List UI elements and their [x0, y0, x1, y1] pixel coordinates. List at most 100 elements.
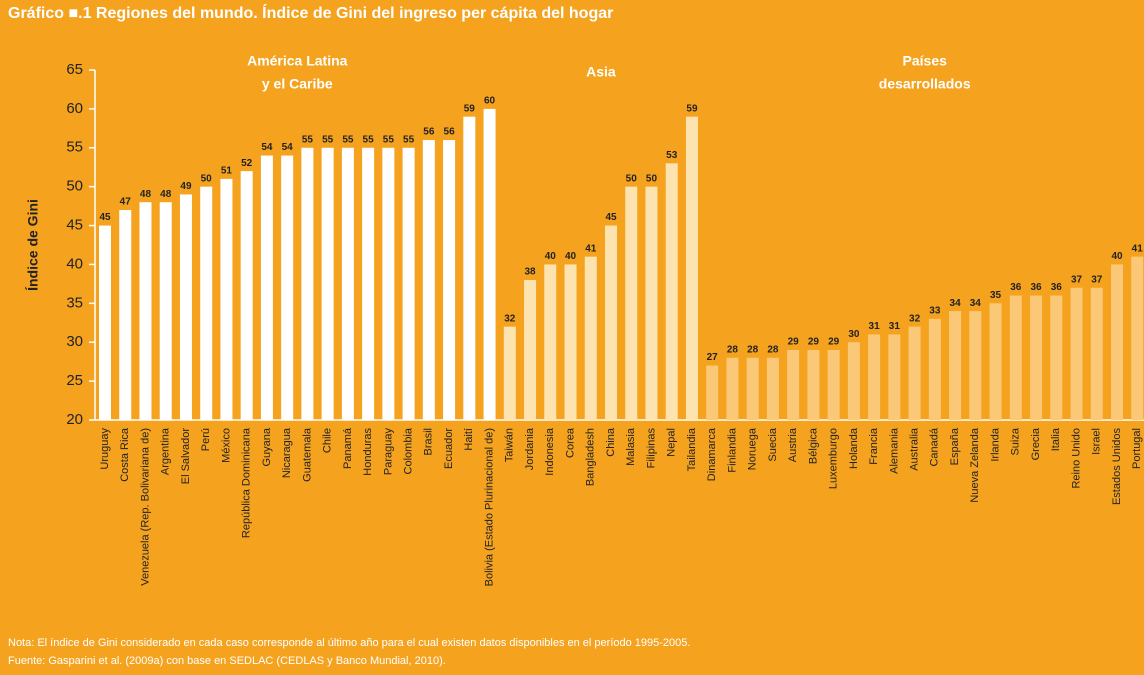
value-label: 55	[342, 134, 354, 145]
bar	[524, 280, 537, 420]
value-label: 53	[666, 150, 678, 161]
value-label: 36	[1051, 282, 1063, 293]
x-tick-label: Haití	[463, 428, 475, 451]
value-label: 55	[383, 134, 395, 145]
x-tick-label: Tailandia	[686, 427, 698, 471]
bar	[341, 147, 354, 420]
x-tick-label: Austria	[787, 427, 799, 462]
value-label: 54	[261, 142, 273, 153]
bar	[463, 116, 476, 421]
legend-label: desarrollados	[879, 76, 971, 92]
value-label: 50	[201, 173, 213, 184]
x-tick-label: Portugal	[1131, 428, 1143, 469]
value-label: 45	[605, 212, 617, 223]
y-tick-label: 65	[66, 61, 83, 78]
bar	[301, 147, 314, 420]
bar	[382, 147, 395, 420]
x-tick-label: Alemania	[888, 427, 900, 474]
value-label: 31	[889, 321, 901, 332]
bar	[665, 163, 678, 421]
x-tick-label: Estados Unidos	[1111, 428, 1123, 506]
bar	[746, 357, 759, 420]
value-label: 29	[788, 337, 800, 348]
x-tick-label: Guatemala	[301, 427, 313, 482]
bar	[605, 225, 617, 420]
x-tick-label: Bangladesh	[585, 428, 597, 486]
value-label: 31	[869, 321, 881, 332]
x-tick-label: Israel	[1091, 428, 1103, 455]
y-tick-label: 35	[66, 294, 83, 311]
source: Fuente: Gasparini et al. (2009a) con bas…	[8, 655, 446, 667]
x-tick-label: El Salvador	[180, 428, 192, 485]
value-label: 55	[403, 134, 415, 145]
value-label: 56	[444, 127, 456, 138]
bar	[99, 225, 111, 420]
x-tick-label: Francia	[868, 427, 880, 465]
bar	[1030, 295, 1043, 420]
chart-title: Gráfico ■.1 Regiones del mundo. Índice d…	[8, 3, 613, 22]
x-tick-label: Costa Rica	[119, 427, 131, 482]
x-tick-label: Finlandia	[726, 427, 738, 473]
bar	[200, 186, 213, 420]
x-tick-label: México	[220, 428, 232, 463]
value-label: 47	[120, 197, 132, 208]
x-tick-label: Paraguay	[382, 428, 394, 476]
value-label: 28	[747, 344, 759, 355]
value-label: 49	[180, 181, 192, 192]
x-tick-label: Ecuador	[443, 428, 455, 469]
x-tick-label: Perú	[200, 428, 212, 451]
bar	[726, 357, 739, 420]
bar	[402, 147, 415, 420]
value-label: 55	[302, 134, 314, 145]
value-label: 33	[929, 306, 941, 317]
x-tick-label: Irlanda	[989, 427, 1001, 462]
y-tick-label: 40	[66, 255, 83, 272]
x-tick-label: Bolivia (Estado Plurinacional de)	[483, 428, 495, 586]
y-tick-label: 45	[66, 217, 83, 234]
x-tick-label: Holanda	[848, 427, 860, 469]
value-label: 40	[1111, 251, 1123, 262]
x-tick-label: Nueva Zelanda	[969, 427, 981, 502]
x-tick-label: Jordania	[524, 427, 536, 470]
value-label: 28	[767, 344, 779, 355]
value-label: 55	[363, 134, 375, 145]
bar	[443, 140, 456, 420]
bar	[625, 186, 638, 420]
bar	[868, 334, 881, 420]
y-tick-label: 30	[66, 333, 83, 350]
x-tick-label: Corea	[564, 427, 576, 458]
y-tick-label: 60	[66, 100, 83, 117]
x-tick-label: Bélgica	[807, 427, 819, 464]
bar	[1070, 287, 1083, 420]
bar	[483, 108, 496, 420]
x-tick-label: Reino Unido	[1070, 428, 1082, 489]
bar	[969, 311, 982, 420]
note: Nota: El índice de Gini considerado en c…	[8, 637, 690, 649]
bar	[321, 147, 334, 420]
value-label: 34	[950, 298, 962, 309]
value-label: 41	[585, 243, 597, 254]
value-label: 35	[990, 290, 1002, 301]
value-label: 29	[828, 337, 840, 348]
bar	[847, 342, 860, 420]
x-tick-label: Venezuela (Rep. Bolivariana de)	[139, 428, 151, 586]
bar	[766, 357, 779, 420]
y-tick-label: 20	[66, 411, 83, 428]
bar	[827, 350, 840, 420]
x-tick-label: Argentina	[160, 427, 172, 475]
value-label: 51	[221, 166, 233, 177]
x-tick-label: Brasil	[423, 428, 435, 456]
value-label: 48	[160, 189, 172, 200]
bar	[949, 311, 962, 420]
x-tick-label: Filipinas	[645, 428, 657, 469]
value-label: 50	[626, 173, 638, 184]
bar	[989, 303, 1002, 420]
bar	[544, 264, 557, 420]
bar	[1111, 264, 1123, 420]
x-tick-label: Nepal	[666, 428, 678, 457]
value-label: 50	[646, 173, 658, 184]
bar	[584, 256, 597, 420]
bar	[422, 140, 435, 420]
x-tick-label: Luxemburgo	[828, 428, 840, 489]
value-label: 37	[1091, 274, 1103, 285]
